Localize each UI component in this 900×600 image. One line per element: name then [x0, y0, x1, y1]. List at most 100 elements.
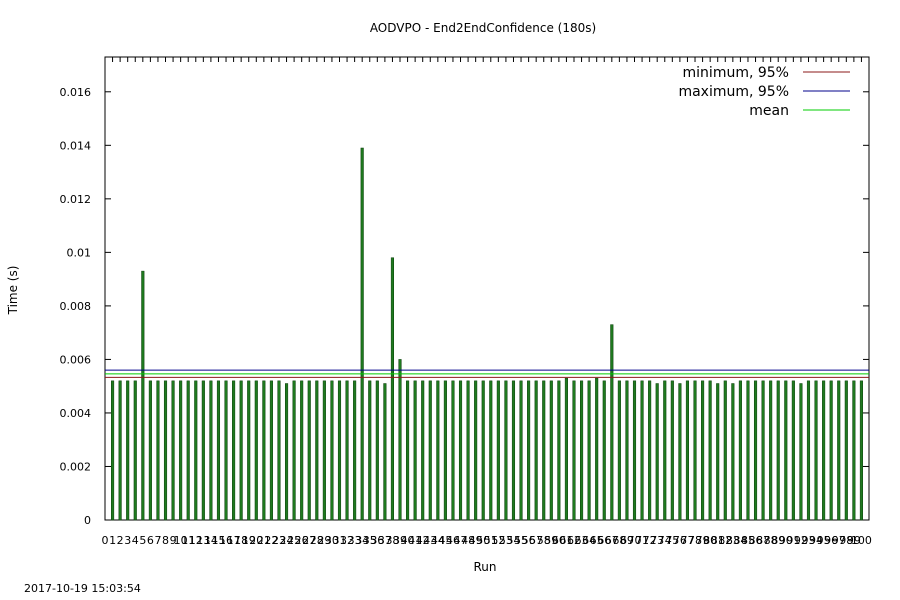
x-tick-label: 22 [264, 534, 278, 547]
bar [322, 380, 326, 521]
x-tick-label: 31 [332, 534, 346, 547]
x-tick-label: 0 [102, 534, 109, 547]
x-tick-label: 75 [665, 534, 679, 547]
bar [247, 380, 251, 521]
x-tick-label: 57 [529, 534, 543, 547]
x-tick-label: 29 [317, 534, 331, 547]
x-tick-label: 76 [673, 534, 687, 547]
bar [163, 380, 168, 521]
x-tick-label: 17 [227, 534, 241, 547]
x-tick-label: 52 [491, 534, 505, 547]
bar [353, 380, 357, 521]
bar [451, 380, 455, 521]
bar [617, 380, 621, 521]
x-tick-label: 47 [454, 534, 468, 547]
x-tick-label: 99 [847, 534, 861, 547]
x-tick-label: 45 [438, 534, 452, 547]
bar [360, 147, 364, 521]
bar [390, 257, 394, 521]
bar [254, 380, 258, 521]
x-tick-label: 91 [786, 534, 800, 547]
bar [678, 383, 682, 521]
x-tick-label: 4 [132, 534, 139, 547]
x-tick-label: 26 [295, 534, 309, 547]
bar [201, 380, 205, 521]
bar [148, 380, 152, 521]
x-tick-label: 93 [801, 534, 815, 547]
x-tick-label: 39 [393, 534, 407, 547]
bar [542, 380, 546, 521]
x-tick-label: 67 [605, 534, 619, 547]
x-tick-label: 46 [446, 534, 460, 547]
bar [655, 383, 659, 521]
x-axis-label: Run [473, 560, 496, 574]
bar [262, 380, 266, 521]
x-tick-label: 33 [348, 534, 362, 547]
x-tick-label: 62 [567, 534, 581, 547]
bar [436, 380, 440, 521]
x-tick-label: 14 [204, 534, 218, 547]
bar [489, 380, 493, 521]
x-tick-label: 3 [124, 534, 131, 547]
bar [458, 380, 463, 521]
bar [133, 380, 137, 521]
x-tick-label: 10 [174, 534, 188, 547]
bar [852, 380, 856, 521]
bar [557, 380, 561, 521]
bar [156, 380, 160, 521]
bar [194, 380, 198, 521]
y-tick-label: 0.01 [67, 246, 92, 259]
x-tick-label: 87 [756, 534, 770, 547]
x-tick-label: 5 [139, 534, 146, 547]
bar [383, 383, 387, 521]
x-tick-label: 90 [779, 534, 793, 547]
bar [580, 380, 584, 521]
x-tick-label: 84 [733, 534, 747, 547]
x-tick-label: 81 [711, 534, 725, 547]
bar [814, 380, 818, 521]
x-tick-label: 6 [147, 534, 154, 547]
y-tick-label: 0.014 [60, 139, 92, 152]
bar [421, 380, 425, 521]
bar [859, 380, 863, 521]
bar [179, 380, 183, 521]
bar [300, 380, 304, 521]
x-tick-label: 69 [620, 534, 634, 547]
x-tick-label: 95 [817, 534, 831, 547]
bar [761, 380, 765, 521]
x-tick-label: 34 [355, 534, 369, 547]
bar [466, 380, 470, 521]
x-tick-label: 55 [514, 534, 528, 547]
bar [663, 380, 667, 521]
bar [443, 380, 447, 521]
bar [587, 380, 591, 521]
x-tick-label: 59 [544, 534, 558, 547]
x-tick-label: 11 [181, 534, 195, 547]
bar [428, 380, 432, 521]
bar [398, 359, 402, 521]
bar [519, 380, 523, 521]
bar [224, 380, 228, 521]
y-tick-label: 0.004 [60, 407, 92, 420]
bar [708, 380, 712, 521]
x-tick-label: 50 [476, 534, 490, 547]
legend-label: maximum, 95% [678, 84, 789, 100]
plot-frame [104, 56, 870, 521]
x-tick-label: 77 [680, 534, 694, 547]
legend: minimum, 95% maximum, 95% mean [678, 65, 850, 119]
bar [791, 380, 795, 521]
y-axis-label: Time (s) [6, 266, 20, 316]
bar [141, 270, 145, 521]
x-tick-label: 70 [628, 534, 642, 547]
bar [216, 380, 221, 521]
bar [549, 380, 553, 521]
bar [209, 380, 213, 521]
bar [799, 383, 803, 521]
x-tick-label: 12 [189, 534, 203, 547]
x-tick-label: 48 [461, 534, 475, 547]
x-tick-label: 61 [559, 534, 573, 547]
x-tick-label: 94 [809, 534, 823, 547]
bar [844, 380, 848, 521]
bar [784, 380, 788, 521]
